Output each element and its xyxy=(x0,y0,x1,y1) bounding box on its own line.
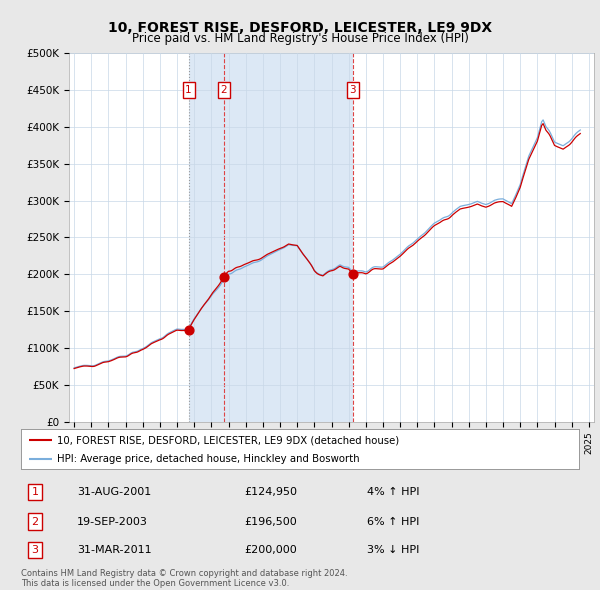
Text: HPI: Average price, detached house, Hinckley and Bosworth: HPI: Average price, detached house, Hinc… xyxy=(57,454,360,464)
Text: 1: 1 xyxy=(185,85,192,95)
Text: 4% ↑ HPI: 4% ↑ HPI xyxy=(367,487,419,497)
Text: 6% ↑ HPI: 6% ↑ HPI xyxy=(367,516,419,526)
Text: 10, FOREST RISE, DESFORD, LEICESTER, LE9 9DX (detached house): 10, FOREST RISE, DESFORD, LEICESTER, LE9… xyxy=(57,435,400,445)
Text: 10, FOREST RISE, DESFORD, LEICESTER, LE9 9DX: 10, FOREST RISE, DESFORD, LEICESTER, LE9… xyxy=(108,21,492,35)
Text: 1: 1 xyxy=(31,487,38,497)
Point xyxy=(184,325,193,335)
Text: Price paid vs. HM Land Registry's House Price Index (HPI): Price paid vs. HM Land Registry's House … xyxy=(131,32,469,45)
Point xyxy=(219,272,229,281)
Text: 31-AUG-2001: 31-AUG-2001 xyxy=(77,487,151,497)
Text: 31-MAR-2011: 31-MAR-2011 xyxy=(77,545,151,555)
Text: £124,950: £124,950 xyxy=(244,487,297,497)
Text: This data is licensed under the Open Government Licence v3.0.: This data is licensed under the Open Gov… xyxy=(21,579,289,588)
Text: Contains HM Land Registry data © Crown copyright and database right 2024.: Contains HM Land Registry data © Crown c… xyxy=(21,569,347,578)
Text: 3% ↓ HPI: 3% ↓ HPI xyxy=(367,545,419,555)
Text: 19-SEP-2003: 19-SEP-2003 xyxy=(77,516,148,526)
Text: £196,500: £196,500 xyxy=(244,516,297,526)
Text: 2: 2 xyxy=(31,516,38,526)
Text: 3: 3 xyxy=(350,85,356,95)
Bar xyxy=(188,53,353,422)
Point xyxy=(348,270,358,279)
Text: £200,000: £200,000 xyxy=(244,545,297,555)
Text: 3: 3 xyxy=(31,545,38,555)
Text: 2: 2 xyxy=(220,85,227,95)
